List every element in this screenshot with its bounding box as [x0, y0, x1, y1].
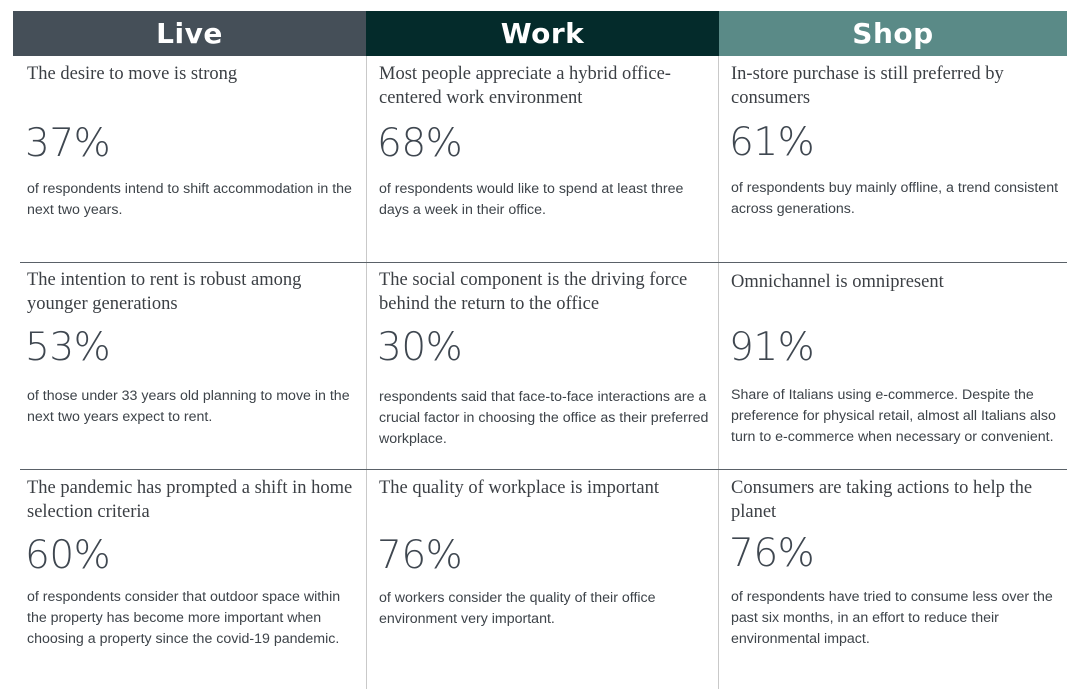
card-title: Omnichannel is omnipresent [731, 272, 944, 292]
card-description: of respondents have tried to consume les… [731, 589, 1053, 647]
card-stat: 60% [25, 533, 111, 578]
column-header-shop-label: Shop [852, 17, 934, 50]
card-description: of respondents would like to spend at le… [379, 181, 684, 218]
card-stat: 53% [25, 325, 111, 370]
card-title: Most people appreciate a hybrid office-c… [379, 64, 671, 108]
stat-card-work-3: The quality of workplace is important 76… [377, 476, 714, 686]
card-title: Consumers are taking actions to help the… [731, 478, 1033, 522]
stat-card-work-2: The social component is the driving forc… [377, 268, 714, 466]
card-title: The desire to move is strong [27, 64, 238, 84]
card-title: The intention to rent is robust among yo… [27, 270, 302, 314]
stat-card-live-2: The intention to rent is robust among yo… [25, 268, 362, 466]
column-header-shop: Shop [719, 11, 1067, 56]
column-header-live-label: Live [156, 17, 223, 50]
card-description: of workers consider the quality of their… [379, 590, 656, 627]
card-description: respondents said that face-to-face inter… [379, 389, 709, 447]
stat-card-live-1: The desire to move is strong 37% of resp… [25, 62, 362, 257]
card-stat: 76% [377, 533, 463, 578]
card-stat: 30% [377, 325, 463, 370]
card-title: The pandemic has prompted a shift in hom… [27, 478, 353, 522]
card-stat: 68% [377, 121, 463, 166]
card-title: The social component is the driving forc… [379, 270, 688, 314]
card-title: The quality of workplace is important [379, 478, 659, 498]
card-description: of respondents buy mainly offline, a tre… [731, 180, 1059, 217]
card-description: of respondents consider that outdoor spa… [27, 589, 341, 647]
column-header-work: Work [366, 11, 719, 56]
card-stat: 37% [25, 121, 111, 166]
card-description: Share of Italians using e-commerce. Desp… [731, 387, 1056, 445]
column-divider [366, 56, 367, 689]
stat-card-live-3: The pandemic has prompted a shift in hom… [25, 476, 362, 686]
stat-card-shop-1: In-store purchase is still preferred by … [729, 62, 1061, 257]
card-stat: 91% [729, 325, 815, 370]
stat-card-work-1: Most people appreciate a hybrid office-c… [377, 62, 714, 257]
column-header-work-label: Work [500, 17, 585, 50]
card-description: of those under 33 years old planning to … [27, 388, 350, 425]
card-description: of respondents intend to shift accommoda… [27, 181, 352, 218]
row-divider [20, 469, 1067, 470]
card-stat: 61% [729, 120, 815, 165]
stat-card-shop-2: Omnichannel is omnipresent 91% Share of … [729, 268, 1061, 466]
card-stat: 76% [729, 531, 815, 576]
card-title: In-store purchase is still preferred by … [731, 64, 1004, 108]
column-divider [718, 56, 719, 689]
column-header-live: Live [13, 11, 366, 56]
stat-card-shop-3: Consumers are taking actions to help the… [729, 476, 1061, 686]
row-divider [20, 262, 1067, 263]
